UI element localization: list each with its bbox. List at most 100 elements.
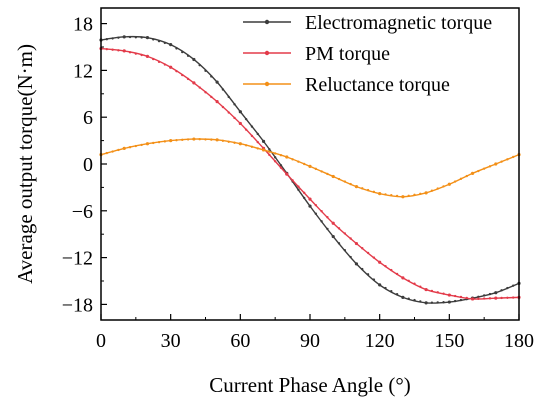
series-point-reluctance-torque bbox=[122, 146, 126, 150]
series-marker-pm-torque bbox=[244, 128, 248, 131]
y-tick-label: 0 bbox=[83, 154, 93, 176]
series-marker-pm-torque bbox=[273, 160, 277, 163]
series-marker-pm-torque bbox=[268, 153, 271, 157]
series-point-electromagnetic-torque bbox=[308, 204, 312, 208]
series-point-electromagnetic-torque bbox=[447, 300, 451, 304]
series-marker-pm-torque bbox=[250, 134, 254, 138]
series-point-reluctance-torque bbox=[285, 155, 289, 159]
series-marker-reluctance-torque bbox=[459, 177, 463, 181]
series-marker-reluctance-torque bbox=[204, 138, 207, 141]
series-marker-reluctance-torque bbox=[186, 138, 190, 141]
series-marker-electromagnetic-torque bbox=[337, 242, 341, 245]
legend-marker bbox=[264, 81, 270, 87]
series-marker-reluctance-torque bbox=[198, 138, 201, 141]
series-point-pm-torque bbox=[308, 197, 312, 201]
series-point-pm-torque bbox=[192, 81, 196, 85]
legend-label: Electromagnetic torque bbox=[305, 12, 492, 34]
series-layer bbox=[99, 35, 521, 305]
legend-label: Reluctance torque bbox=[305, 74, 450, 96]
series-point-pm-torque bbox=[378, 260, 382, 264]
series-marker-pm-torque bbox=[372, 256, 376, 259]
series-marker-reluctance-torque bbox=[256, 147, 259, 150]
series-marker-electromagnetic-torque bbox=[482, 294, 486, 297]
series-marker-reluctance-torque bbox=[361, 187, 364, 190]
series-marker-electromagnetic-torque bbox=[366, 273, 370, 276]
series-marker-pm-torque bbox=[500, 296, 503, 300]
series-marker-reluctance-torque bbox=[233, 141, 236, 144]
series-marker-electromagnetic-torque bbox=[111, 37, 114, 40]
series-marker-pm-torque bbox=[488, 297, 492, 300]
series-marker-electromagnetic-torque bbox=[477, 295, 480, 298]
series-marker-pm-torque bbox=[384, 264, 387, 268]
series-marker-electromagnetic-torque bbox=[314, 212, 318, 215]
series-marker-pm-torque bbox=[407, 279, 410, 283]
series-point-electromagnetic-torque bbox=[145, 36, 150, 40]
series-point-reluctance-torque bbox=[192, 137, 196, 141]
series-marker-pm-torque bbox=[210, 95, 213, 99]
series-marker-reluctance-torque bbox=[279, 154, 283, 157]
series-marker-reluctance-torque bbox=[210, 138, 213, 141]
series-marker-electromagnetic-torque bbox=[419, 300, 422, 303]
series-marker-electromagnetic-torque bbox=[134, 36, 138, 39]
series-point-pm-torque bbox=[122, 49, 126, 53]
series-marker-pm-torque bbox=[343, 232, 347, 235]
x-axis-label: Current Phase Angle (°) bbox=[209, 373, 410, 397]
series-point-pm-torque bbox=[285, 172, 289, 176]
series-marker-electromagnetic-torque bbox=[436, 301, 439, 304]
series-marker-pm-torque bbox=[297, 185, 300, 188]
series-marker-reluctance-torque bbox=[511, 155, 515, 159]
series-marker-electromagnetic-torque bbox=[372, 278, 376, 281]
series-marker-pm-torque bbox=[465, 296, 468, 300]
x-tick-label: 180 bbox=[504, 330, 534, 352]
y-tick-label: −12 bbox=[62, 248, 93, 270]
series-marker-electromagnetic-torque bbox=[326, 227, 329, 231]
series-marker-pm-torque bbox=[198, 86, 201, 89]
series-marker-pm-torque bbox=[302, 191, 306, 195]
series-point-reluctance-torque bbox=[145, 142, 150, 146]
series-marker-reluctance-torque bbox=[413, 193, 416, 197]
legend-marker bbox=[264, 19, 270, 25]
series-point-pm-torque bbox=[447, 293, 451, 297]
series-marker-reluctance-torque bbox=[453, 180, 457, 183]
series-marker-pm-torque bbox=[279, 166, 283, 169]
series-point-reluctance-torque bbox=[261, 148, 266, 152]
series-marker-electromagnetic-torque bbox=[279, 164, 283, 167]
series-marker-reluctance-torque bbox=[366, 188, 370, 192]
series-point-electromagnetic-torque bbox=[331, 234, 335, 239]
series-point-reluctance-torque bbox=[401, 195, 405, 199]
series-marker-pm-torque bbox=[105, 47, 109, 51]
series-marker-reluctance-torque bbox=[297, 160, 300, 163]
series-marker-electromagnetic-torque bbox=[181, 50, 184, 54]
series-marker-reluctance-torque bbox=[390, 194, 393, 197]
series-marker-reluctance-torque bbox=[465, 174, 468, 178]
series-point-pm-torque bbox=[424, 287, 428, 292]
series-marker-electromagnetic-torque bbox=[244, 117, 248, 121]
series-marker-reluctance-torque bbox=[134, 144, 138, 148]
series-marker-pm-torque bbox=[134, 52, 138, 55]
series-marker-reluctance-torque bbox=[314, 167, 318, 171]
series-marker-pm-torque bbox=[163, 63, 167, 66]
series-point-reluctance-torque bbox=[331, 174, 335, 179]
series-marker-reluctance-torque bbox=[268, 150, 271, 153]
series-marker-pm-torque bbox=[320, 209, 323, 213]
series-marker-electromagnetic-torque bbox=[227, 95, 230, 99]
series-marker-reluctance-torque bbox=[152, 141, 155, 145]
series-marker-reluctance-torque bbox=[244, 144, 248, 147]
series-marker-reluctance-torque bbox=[128, 146, 132, 149]
series-marker-reluctance-torque bbox=[436, 187, 439, 190]
series-marker-reluctance-torque bbox=[419, 192, 422, 196]
series-marker-reluctance-torque bbox=[157, 140, 161, 144]
series-marker-pm-torque bbox=[430, 289, 434, 293]
series-marker-pm-torque bbox=[111, 48, 114, 51]
series-marker-electromagnetic-torque bbox=[204, 69, 207, 72]
series-marker-pm-torque bbox=[221, 105, 225, 109]
series-marker-reluctance-torque bbox=[506, 158, 509, 161]
series-marker-reluctance-torque bbox=[407, 194, 410, 197]
series-marker-electromagnetic-torque bbox=[500, 289, 503, 292]
series-marker-electromagnetic-torque bbox=[442, 301, 445, 304]
series-marker-reluctance-torque bbox=[337, 177, 341, 181]
series-point-electromagnetic-torque bbox=[494, 291, 498, 295]
series-point-pm-torque bbox=[331, 221, 335, 225]
series-marker-electromagnetic-torque bbox=[128, 35, 132, 39]
